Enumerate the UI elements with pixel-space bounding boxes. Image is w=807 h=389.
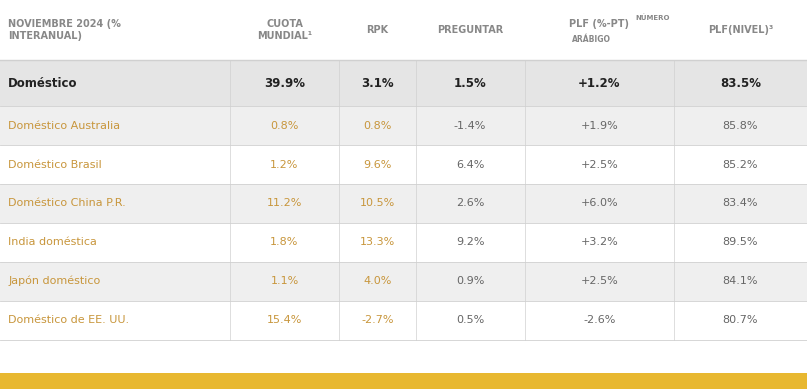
Text: 15.4%: 15.4% [267,315,302,325]
Text: +3.2%: +3.2% [580,237,618,247]
Text: 1.5%: 1.5% [454,77,487,90]
Text: 0.9%: 0.9% [456,276,484,286]
Text: Doméstico de EE. UU.: Doméstico de EE. UU. [8,315,129,325]
Text: 9.2%: 9.2% [456,237,484,247]
Text: -2.7%: -2.7% [361,315,394,325]
Bar [0,301,807,340]
Bar [0,373,807,389]
Text: 85.8%: 85.8% [723,121,758,131]
Text: +2.5%: +2.5% [580,159,618,170]
Text: 11.2%: 11.2% [267,198,302,209]
Text: 10.5%: 10.5% [360,198,395,209]
Text: 84.1%: 84.1% [723,276,758,286]
Text: +1.9%: +1.9% [580,121,618,131]
Text: 83.4%: 83.4% [723,198,758,209]
Text: 85.2%: 85.2% [723,159,758,170]
Bar [0,106,807,145]
Text: 9.6%: 9.6% [363,159,391,170]
Bar [0,145,807,184]
Text: +1.2%: +1.2% [578,77,621,90]
Text: +6.0%: +6.0% [580,198,618,209]
Text: NÚMERO: NÚMERO [636,14,670,21]
Text: 1.1%: 1.1% [270,276,299,286]
Text: 39.9%: 39.9% [264,77,305,90]
Text: PLF(NIVEL)³: PLF(NIVEL)³ [708,25,773,35]
Bar [0,262,807,301]
Text: 4.0%: 4.0% [363,276,391,286]
Text: 2.6%: 2.6% [456,198,484,209]
Text: ARÁBIGO: ARÁBIGO [571,35,611,44]
Text: +2.5%: +2.5% [580,276,618,286]
Text: 89.5%: 89.5% [723,237,758,247]
Text: PLF (%-PT): PLF (%-PT) [569,19,629,29]
Text: 83.5%: 83.5% [720,77,761,90]
Text: 0.8%: 0.8% [363,121,391,131]
Text: 0.5%: 0.5% [456,315,484,325]
Text: NOVIEMBRE 2024 (%
INTERANUAL): NOVIEMBRE 2024 (% INTERANUAL) [8,19,121,41]
Text: 1.2%: 1.2% [270,159,299,170]
Text: Japón doméstico: Japón doméstico [8,276,100,286]
Text: Doméstico China P.R.: Doméstico China P.R. [8,198,126,209]
Text: Doméstico: Doméstico [8,77,77,90]
Text: 3.1%: 3.1% [361,77,394,90]
Bar [0,60,807,106]
Text: PREGUNTAR: PREGUNTAR [437,25,504,35]
Bar [0,184,807,223]
Text: 80.7%: 80.7% [723,315,758,325]
Text: India doméstica: India doméstica [8,237,97,247]
Bar [0,223,807,262]
Text: RPK: RPK [366,25,388,35]
Text: 1.8%: 1.8% [270,237,299,247]
Text: 0.8%: 0.8% [270,121,299,131]
Text: Doméstico Australia: Doméstico Australia [8,121,120,131]
Text: -2.6%: -2.6% [583,315,616,325]
Text: Doméstico Brasil: Doméstico Brasil [8,159,102,170]
Text: CUOTA
MUNDIAL¹: CUOTA MUNDIAL¹ [257,19,312,41]
Text: -1.4%: -1.4% [454,121,487,131]
Text: 6.4%: 6.4% [456,159,484,170]
Text: 13.3%: 13.3% [360,237,395,247]
Bar [0,0,807,60]
